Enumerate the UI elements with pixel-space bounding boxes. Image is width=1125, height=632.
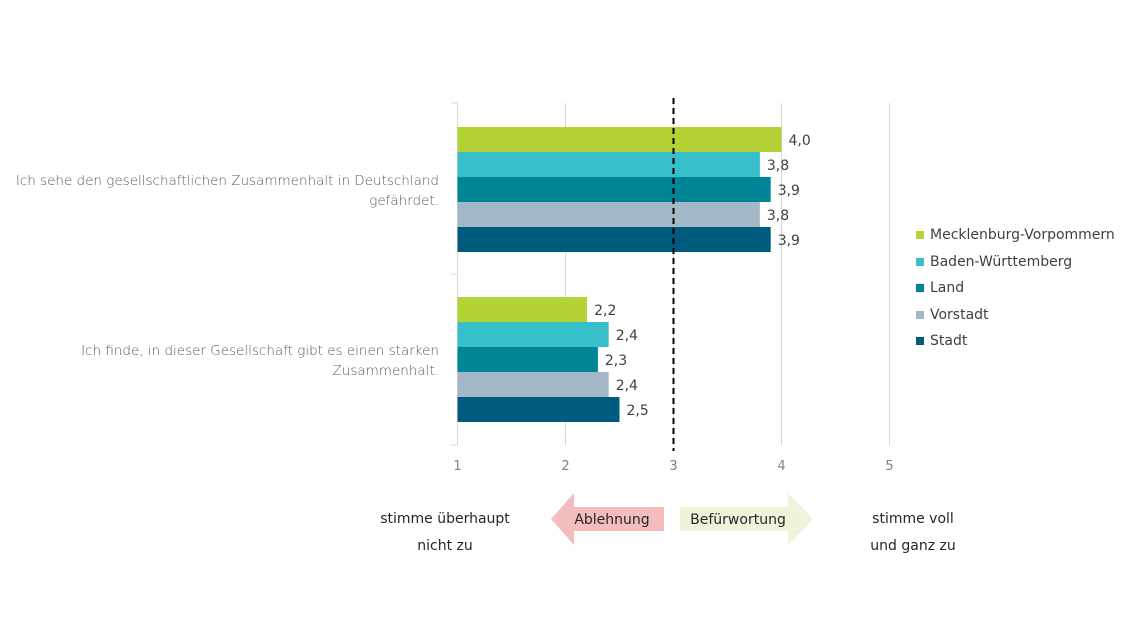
- legend-item-4: Vorstadt: [916, 302, 1115, 329]
- scale-right-label: stimme voll und ganz zu: [838, 506, 988, 560]
- scale-left-label-line-2: nicht zu: [417, 538, 473, 554]
- category-label-2-line-2: Zusammenhalt.: [332, 363, 439, 379]
- ablehnung-arrow: [551, 493, 664, 545]
- data-label-2-1: 2,2: [594, 303, 616, 319]
- bar-2-1: [457, 297, 588, 322]
- x-tick-label-4: 4: [777, 459, 785, 474]
- data-label-1-5: 3,9: [778, 233, 800, 249]
- data-label-1-3: 3,9: [778, 183, 800, 199]
- bar-2-3: [457, 347, 598, 372]
- legend-item-1: Mecklenburg-Vorpommern: [916, 222, 1115, 249]
- data-label-1-2: 3,8: [767, 158, 789, 174]
- data-label-1-1: 4,0: [789, 133, 811, 149]
- legend-item-2: Baden-Württemberg: [916, 249, 1115, 276]
- befuerwortung-label: Befürwortung: [690, 512, 786, 528]
- legend: Mecklenburg-Vorpommern Baden-Württemberg…: [916, 222, 1115, 355]
- legend-label-5: Stadt: [930, 333, 968, 350]
- legend-item-5: Stadt: [916, 328, 1115, 355]
- legend-label-2: Baden-Württemberg: [930, 253, 1073, 270]
- data-label-2-5: 2,5: [627, 403, 649, 419]
- data-label-2-3: 2,3: [605, 353, 627, 369]
- bar-1-1: [457, 127, 782, 152]
- legend-label-4: Vorstadt: [930, 306, 989, 323]
- bar-1-4: [457, 202, 760, 227]
- category-label-2: Ich finde, in dieser Gesellschaft gibt e…: [9, 341, 439, 381]
- category-label-1: Ich sehe den gesellschaftlichen Zusammen…: [9, 171, 439, 211]
- scale-right-label-line-2: und ganz zu: [870, 538, 956, 554]
- bar-2-4: [457, 372, 609, 397]
- x-tick-label-3: 3: [669, 459, 677, 474]
- legend-swatch-3: [916, 284, 924, 293]
- legend-swatch-5: [916, 337, 924, 346]
- scale-left-label-line-1: stimme überhaupt: [380, 511, 510, 527]
- bar-1-3: [457, 177, 771, 202]
- legend-swatch-4: [916, 310, 924, 319]
- ablehnung-label: Ablehnung: [574, 512, 649, 528]
- scale-right-label-line-1: stimme voll: [872, 511, 954, 527]
- bar-2-5: [457, 397, 620, 422]
- bar-2-2: [457, 322, 609, 347]
- bar-1-2: [457, 152, 760, 177]
- category-label-1-line-1: Ich sehe den gesellschaftlichen Zusammen…: [15, 173, 439, 189]
- legend-item-3: Land: [916, 275, 1115, 302]
- x-tick-label-2: 2: [561, 459, 569, 474]
- x-tick-label-5: 5: [885, 459, 893, 474]
- data-label-1-4: 3,8: [767, 208, 789, 224]
- x-tick-label-1: 1: [453, 459, 461, 474]
- befuerwortung-arrow: [680, 493, 813, 545]
- bar-1-5: [457, 227, 771, 252]
- legend-swatch-2: [916, 257, 924, 266]
- scale-left-label: stimme überhaupt nicht zu: [370, 506, 520, 560]
- data-label-2-2: 2,4: [616, 328, 638, 344]
- category-label-1-line-2: gefährdet.: [369, 193, 439, 209]
- legend-swatch-1: [916, 231, 924, 240]
- category-label-2-line-1: Ich finde, in dieser Gesellschaft gibt e…: [81, 343, 439, 359]
- legend-label-3: Land: [930, 280, 965, 297]
- legend-label-1: Mecklenburg-Vorpommern: [930, 227, 1115, 244]
- data-label-2-4: 2,4: [616, 378, 638, 394]
